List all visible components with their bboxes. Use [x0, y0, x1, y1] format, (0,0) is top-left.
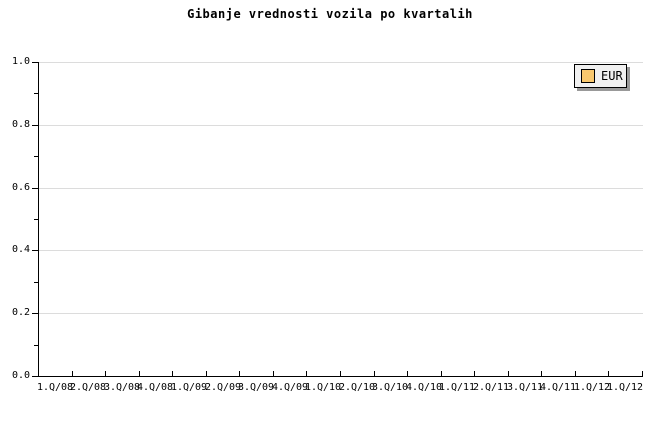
x-tick	[541, 371, 542, 376]
y-tick-label: 0.0	[11, 370, 30, 381]
gridline	[39, 125, 643, 126]
x-tick	[474, 371, 475, 376]
x-tick-label: 2.Q/08	[69, 382, 107, 393]
x-tick-label: 1.Q/09	[170, 382, 208, 393]
x-tick	[441, 371, 442, 376]
y-major-tick	[32, 376, 38, 377]
y-tick-label: 0.4	[11, 244, 30, 255]
y-major-tick	[32, 313, 38, 314]
x-tick	[575, 371, 576, 376]
x-tick-label: 3.Q/08	[103, 382, 141, 393]
legend-label-eur: EUR	[601, 69, 623, 83]
x-tick	[306, 371, 307, 376]
x-tick-label: 2.Q/09	[204, 382, 242, 393]
x-tick	[374, 371, 375, 376]
gridline	[39, 188, 643, 189]
x-axis-line	[38, 376, 643, 377]
y-minor-tick	[34, 219, 38, 220]
x-tick	[508, 371, 509, 376]
y-tick-label: 0.6	[11, 182, 30, 193]
x-tick-label: 4.Q/09	[271, 382, 309, 393]
y-major-tick	[32, 125, 38, 126]
x-tick-label: 1.Q/11	[438, 382, 476, 393]
x-tick-label: 4.Q/10	[405, 382, 443, 393]
x-tick	[72, 371, 73, 376]
legend-swatch-eur	[581, 69, 595, 83]
x-tick-label: 1.Q/12	[573, 382, 611, 393]
x-tick	[105, 371, 106, 376]
gridline	[39, 62, 643, 63]
x-tick-label: 3.Q/11	[506, 382, 544, 393]
gridline	[39, 313, 643, 314]
chart-title: Gibanje vrednosti vozila po kvartalih	[187, 7, 473, 21]
x-axis-labels: 1.Q/08 2.Q/08 3.Q/08 4.Q/08 1.Q/09 2.Q/09 3.Q/…	[0, 381, 660, 397]
plot-area	[32, 62, 643, 377]
y-tick-label: 0.2	[11, 307, 30, 318]
y-axis-labels: 0.0 0.2 0.4 0.6 0.8 1.0	[0, 0, 30, 440]
x-tick	[172, 371, 173, 376]
x-tick-label: 1.Q/12	[606, 382, 644, 393]
y-major-tick	[32, 62, 38, 63]
legend: EUR	[574, 64, 627, 88]
x-tick	[139, 371, 140, 376]
x-tick	[608, 371, 609, 376]
x-tick	[273, 371, 274, 376]
y-tick-label: 0.8	[11, 119, 30, 130]
x-tick-label: 2.Q/11	[472, 382, 510, 393]
y-minor-tick	[34, 156, 38, 157]
y-minor-tick	[34, 93, 38, 94]
x-tick-label: 4.Q/08	[136, 382, 174, 393]
y-major-tick	[32, 250, 38, 251]
x-tick	[38, 371, 39, 376]
x-tick	[642, 371, 643, 376]
y-axis-line	[38, 62, 39, 377]
x-tick	[206, 371, 207, 376]
x-tick-label: 1.Q/08	[36, 382, 74, 393]
x-tick	[340, 371, 341, 376]
y-tick-label: 1.0	[11, 56, 30, 67]
x-tick-label: 3.Q/10	[371, 382, 409, 393]
x-tick-label: 3.Q/09	[237, 382, 275, 393]
y-major-tick	[32, 188, 38, 189]
x-tick-label: 4.Q/11	[539, 382, 577, 393]
gridline	[39, 250, 643, 251]
y-minor-tick	[34, 282, 38, 283]
x-tick	[239, 371, 240, 376]
y-minor-tick	[34, 345, 38, 346]
x-tick-label: 1.Q/10	[304, 382, 342, 393]
x-tick	[407, 371, 408, 376]
x-tick-label: 2.Q/10	[338, 382, 376, 393]
